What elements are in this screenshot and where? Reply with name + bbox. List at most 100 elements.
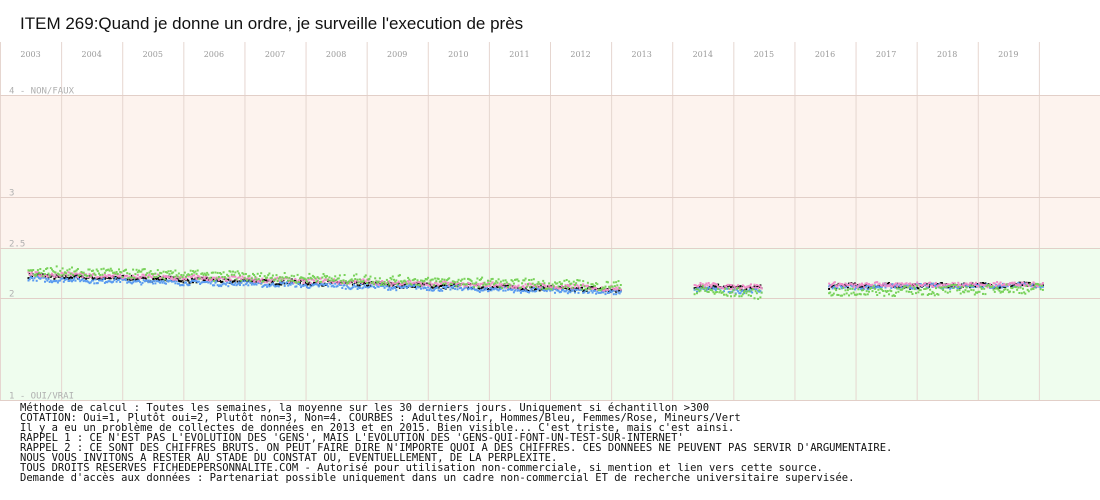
data-point	[465, 283, 468, 286]
year-label: 2010	[448, 50, 468, 59]
data-point	[316, 281, 319, 284]
data-point	[157, 274, 160, 277]
data-point	[181, 284, 184, 286]
data-point	[572, 288, 575, 291]
data-point	[494, 285, 497, 288]
data-point	[469, 278, 472, 281]
data-point	[200, 281, 203, 284]
data-point	[889, 283, 892, 285]
data-point	[27, 277, 30, 280]
year-label: 2004	[81, 50, 101, 59]
data-point	[481, 276, 484, 279]
data-point	[918, 284, 921, 287]
data-point	[919, 289, 922, 292]
data-point	[308, 278, 311, 281]
data-point	[864, 286, 867, 288]
data-point	[146, 276, 149, 279]
data-point	[842, 286, 845, 289]
data-point	[46, 267, 49, 270]
data-point	[930, 293, 933, 295]
data-point	[883, 284, 886, 287]
data-point	[400, 283, 402, 285]
data-point	[279, 276, 281, 279]
data-point	[708, 287, 711, 290]
data-point	[739, 287, 742, 290]
data-point	[195, 281, 198, 284]
data-point	[920, 284, 923, 287]
data-point	[147, 276, 150, 279]
data-point	[162, 274, 165, 277]
data-point	[145, 273, 147, 276]
data-point	[448, 277, 451, 280]
data-point	[969, 284, 972, 287]
data-point	[417, 281, 420, 284]
data-point	[967, 285, 970, 288]
data-point	[983, 284, 986, 287]
data-point	[906, 286, 909, 289]
data-point	[226, 273, 229, 276]
data-point	[905, 282, 908, 285]
data-point	[979, 282, 982, 285]
data-point	[701, 283, 704, 286]
data-point	[324, 279, 327, 281]
data-point	[522, 279, 525, 282]
data-point	[121, 276, 124, 279]
data-point	[959, 284, 962, 287]
data-point	[378, 282, 381, 285]
data-point	[88, 275, 91, 278]
data-point	[992, 288, 995, 291]
data-point	[706, 290, 709, 293]
note-line: Demande d'accès aux données : Partenaria…	[20, 472, 854, 484]
data-point	[152, 277, 155, 280]
data-point	[982, 284, 984, 286]
data-point	[531, 282, 534, 285]
data-point	[89, 276, 92, 278]
data-point	[1037, 285, 1040, 288]
data-point	[335, 280, 338, 283]
data-point	[845, 283, 848, 286]
data-point	[966, 283, 969, 286]
data-point	[177, 282, 180, 285]
data-point	[187, 275, 190, 278]
data-point	[555, 282, 558, 285]
data-point	[492, 283, 495, 286]
data-point	[595, 292, 598, 295]
data-point	[544, 285, 547, 288]
data-point	[398, 286, 401, 289]
data-point	[280, 282, 283, 285]
data-point	[132, 281, 135, 284]
data-point	[864, 284, 867, 287]
data-point	[89, 281, 92, 284]
data-point	[199, 277, 202, 280]
data-point	[59, 269, 62, 272]
data-point	[717, 287, 720, 290]
data-point	[972, 283, 975, 286]
data-point	[440, 280, 442, 283]
data-point	[421, 279, 424, 282]
data-point	[1007, 283, 1010, 286]
data-point	[88, 273, 91, 276]
data-point	[36, 269, 39, 272]
data-point	[385, 282, 388, 284]
data-point	[571, 286, 574, 289]
data-point	[364, 282, 367, 285]
data-point	[741, 293, 744, 296]
data-point	[511, 285, 514, 288]
data-point	[60, 271, 63, 274]
data-point	[29, 276, 32, 279]
data-point	[235, 278, 238, 281]
data-point	[39, 275, 42, 278]
data-point	[861, 282, 863, 285]
data-point	[65, 274, 68, 277]
data-point	[566, 284, 569, 286]
data-point	[559, 283, 562, 286]
data-point	[174, 269, 177, 272]
data-point	[319, 283, 321, 286]
data-point	[704, 286, 707, 289]
data-point	[169, 270, 172, 273]
data-point	[1010, 282, 1013, 285]
data-point	[223, 282, 226, 285]
data-point	[160, 276, 163, 279]
data-point	[402, 282, 405, 285]
data-point	[962, 283, 964, 286]
